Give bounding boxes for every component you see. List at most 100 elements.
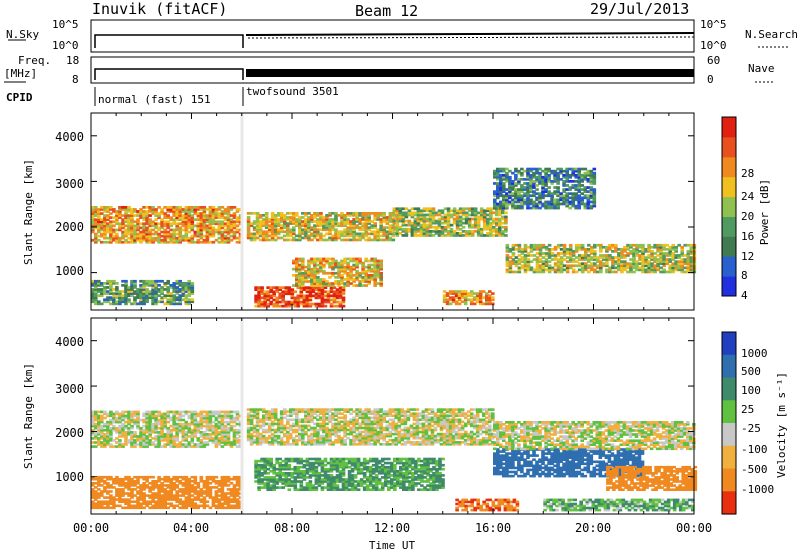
- velocity-band: [246, 408, 251, 411]
- power-band: [112, 220, 116, 224]
- power-band: [272, 292, 276, 296]
- power-band: [446, 234, 451, 237]
- power-band: [175, 240, 179, 244]
- power-band: [416, 207, 421, 211]
- velocity-band: [97, 443, 101, 446]
- power-band: [478, 290, 483, 293]
- power-band: [529, 178, 533, 181]
- power-band: [202, 206, 207, 209]
- power-band: [214, 222, 219, 226]
- velocity-band: [316, 438, 320, 442]
- power-band: [520, 256, 525, 259]
- power-band: [103, 214, 107, 217]
- power-band: [151, 298, 155, 302]
- power-band: [94, 208, 98, 211]
- power-band: [550, 254, 555, 257]
- power-band: [346, 265, 350, 269]
- power-band: [689, 260, 694, 263]
- velocity-band: [235, 414, 240, 418]
- velocity-band: [343, 424, 347, 428]
- power-band: [592, 204, 597, 208]
- power-band: [680, 254, 684, 257]
- power-band: [502, 200, 506, 204]
- power-band: [346, 276, 350, 279]
- power-band: [255, 236, 260, 240]
- power-band: [229, 226, 234, 230]
- power-band: [508, 186, 512, 189]
- power-band: [316, 257, 320, 261]
- power-band: [340, 232, 344, 236]
- power-band: [269, 300, 273, 304]
- power-band: [504, 221, 508, 225]
- velocity-band: [270, 412, 275, 415]
- velocity-band: [160, 424, 164, 428]
- velocity-band: [258, 426, 263, 430]
- power-band: [495, 232, 499, 235]
- power-band: [292, 216, 296, 219]
- power-band: [367, 214, 371, 217]
- power-band: [586, 206, 591, 210]
- power-band: [352, 214, 356, 217]
- velocity-band: [252, 430, 257, 434]
- velocity-band: [199, 439, 204, 442]
- power-band: [346, 257, 350, 261]
- velocity-band: [205, 420, 210, 424]
- power-band: [103, 220, 107, 224]
- power-band: [320, 304, 325, 308]
- power-band: [220, 238, 225, 242]
- power-band: [641, 264, 645, 268]
- power-band: [208, 232, 213, 236]
- power-band: [671, 262, 675, 265]
- power-band: [328, 232, 332, 236]
- power-band: [106, 222, 110, 226]
- power-band: [276, 218, 281, 221]
- power-band: [589, 206, 594, 210]
- power-band: [499, 206, 503, 210]
- power-band: [559, 169, 563, 173]
- power-band: [190, 238, 195, 242]
- velocity-band: [220, 426, 225, 430]
- power-band: [97, 212, 101, 215]
- power-band: [583, 173, 588, 177]
- power-band: [289, 220, 293, 223]
- velocity-band: [208, 428, 213, 432]
- power-band: [457, 298, 462, 302]
- velocity-band: [252, 410, 257, 413]
- power-band: [142, 294, 146, 297]
- power-band: [398, 213, 403, 217]
- power-band: [529, 180, 533, 183]
- power-band: [479, 227, 484, 231]
- power-band: [479, 209, 484, 213]
- power-band: [686, 262, 691, 265]
- power-band: [592, 190, 597, 193]
- power-band: [466, 298, 471, 302]
- power-band: [193, 218, 198, 221]
- power-band: [109, 206, 113, 209]
- power-band: [118, 298, 122, 302]
- power-band: [599, 268, 603, 272]
- power-band: [299, 302, 304, 306]
- velocity-band: [178, 426, 182, 430]
- power-band: [257, 302, 261, 306]
- power-band: [535, 260, 540, 263]
- power-band: [460, 300, 465, 304]
- power-band: [112, 296, 116, 299]
- power-band: [499, 204, 503, 208]
- power-band: [307, 263, 311, 267]
- velocity-band: [295, 443, 299, 446]
- power-band: [316, 212, 320, 215]
- velocity-band: [163, 433, 167, 436]
- power-band: [629, 268, 633, 272]
- velocity-band: [276, 436, 281, 440]
- velocity-band: [226, 433, 231, 436]
- power-band: [550, 248, 555, 251]
- velocity-band: [258, 408, 263, 411]
- power-band: [205, 220, 210, 224]
- power-band: [568, 180, 572, 183]
- power-band: [599, 262, 603, 265]
- velocity-band: [175, 439, 179, 442]
- power-band: [529, 245, 534, 249]
- power-band: [187, 290, 192, 293]
- power-band: [316, 222, 320, 225]
- power-band: [163, 212, 167, 215]
